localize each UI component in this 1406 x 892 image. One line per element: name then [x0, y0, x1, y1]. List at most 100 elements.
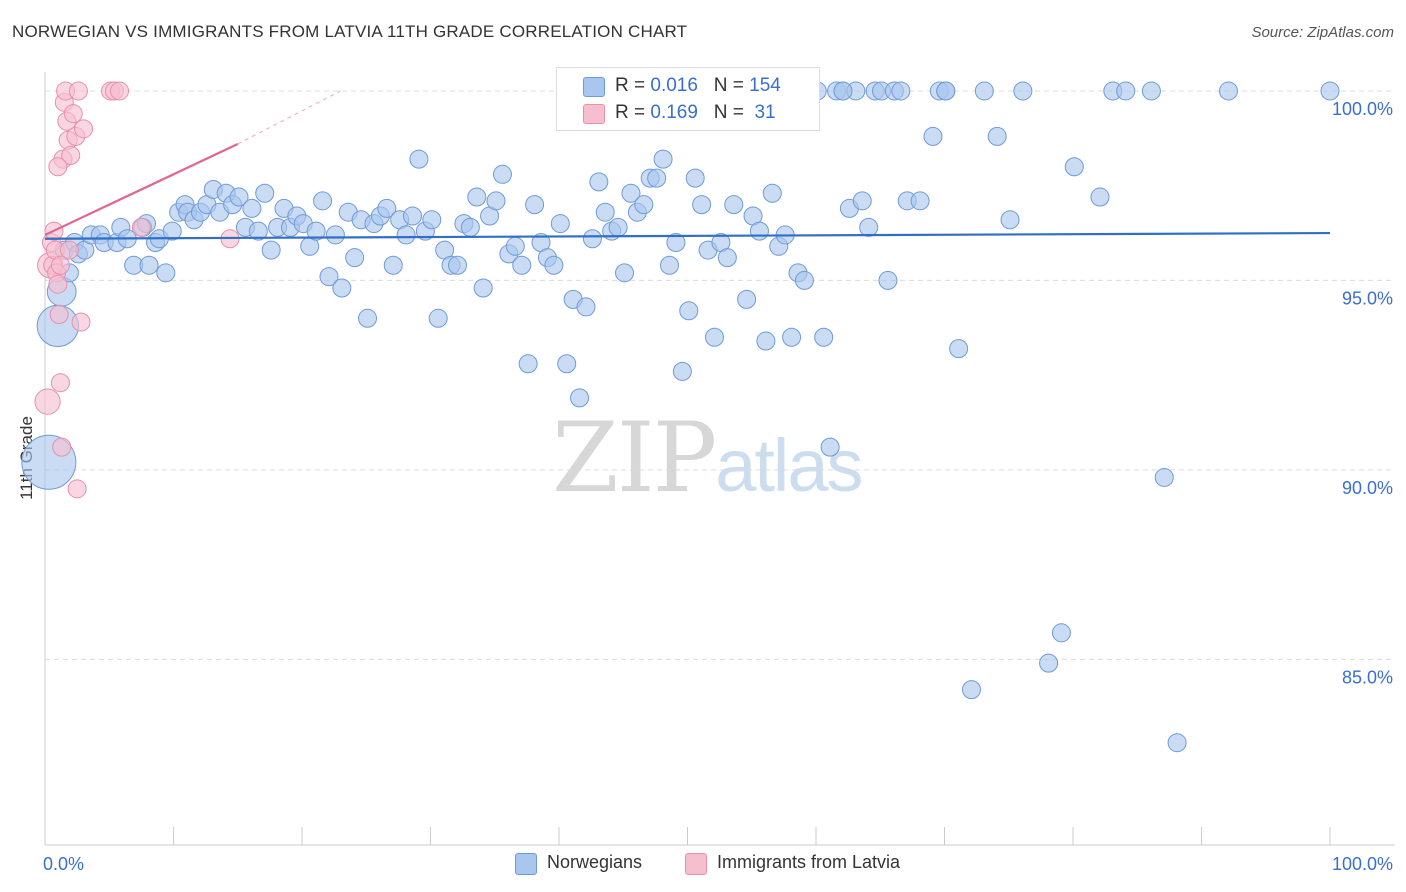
chart-title: NORWEGIAN VS IMMIGRANTS FROM LATVIA 11TH…: [12, 22, 688, 41]
norwegian-point: [653, 149, 673, 169]
norwegian-point: [325, 225, 345, 245]
norwegian-point: [891, 81, 911, 101]
norwegian-point: [550, 214, 570, 234]
latvia-point: [50, 255, 70, 275]
norwegian-point: [936, 81, 956, 101]
norwegian-point: [961, 680, 981, 700]
latvia-point: [48, 157, 68, 177]
norwegian-point: [833, 81, 853, 101]
r-value: 0.169: [650, 102, 698, 123]
norwegian-point: [749, 221, 769, 241]
norwegian-point: [1013, 81, 1033, 101]
norwegian-point: [974, 81, 994, 101]
norwegian-point: [428, 308, 448, 328]
latvia-point: [48, 274, 68, 294]
latvia-legend-label: Immigrants from Latvia: [717, 852, 901, 872]
r-label: R =: [615, 102, 646, 123]
norwegian-point: [595, 202, 615, 222]
n-label: N =: [713, 102, 744, 123]
norwegian-point: [162, 221, 182, 241]
n-label: N =: [713, 75, 744, 96]
norwegian-point: [910, 191, 930, 211]
latvia-point: [59, 240, 79, 260]
norwegian-point: [467, 187, 487, 207]
norwegian-point: [685, 168, 705, 188]
y-tick-label: 85.0%: [1342, 667, 1393, 687]
norwegian-point: [615, 263, 635, 283]
norwegian-point: [544, 255, 564, 275]
norwegian-point: [403, 206, 423, 226]
y-tick-label: 95.0%: [1342, 288, 1393, 308]
latvia-point: [110, 81, 130, 101]
norwegian-point: [589, 172, 609, 192]
latvia-point: [131, 217, 151, 237]
norwegian-point: [570, 388, 590, 408]
norwegian-point: [1218, 81, 1238, 101]
norwegian-point: [814, 327, 834, 347]
norwegians-trend-line: [44, 231, 1331, 240]
norwegians-swatch: [583, 77, 605, 97]
r-label: R =: [615, 75, 646, 96]
x-tick-label: 100.0%: [1332, 854, 1393, 874]
norwegian-point: [505, 236, 525, 256]
watermark-zip: ZIP: [552, 402, 717, 514]
norwegian-point: [486, 191, 506, 211]
norwegian-point: [704, 327, 724, 347]
norwegian-point: [666, 233, 686, 253]
latvia-series: [34, 81, 240, 499]
norwegian-point: [794, 270, 814, 290]
norwegian-point: [306, 221, 326, 241]
norwegian-point: [923, 126, 943, 146]
norwegian-point: [576, 297, 596, 317]
latvia-trend-extension: [237, 90, 341, 145]
norwegian-point: [557, 354, 577, 374]
norwegian-point: [1051, 623, 1071, 643]
norwegian-point: [621, 183, 641, 203]
norwegian-point: [255, 183, 275, 203]
norwegian-point: [1141, 81, 1161, 101]
norwegian-point: [473, 278, 493, 298]
latvia-legend-swatch: [685, 853, 707, 875]
norwegians-stats: R = 0.016 N = 154: [615, 75, 781, 97]
norwegian-point: [248, 221, 268, 241]
norwegian-point: [782, 327, 802, 347]
latvia-point: [71, 312, 91, 332]
watermark-atlas: atlas: [715, 424, 863, 507]
latvia-point: [52, 437, 72, 457]
norwegian-point: [518, 354, 538, 374]
norwegian-point: [717, 248, 737, 268]
stats-legend: R = 0.016 N = 154 R = 0.169 N = 31: [556, 67, 820, 131]
norwegian-point: [1116, 81, 1136, 101]
norwegian-point: [261, 240, 281, 260]
norwegian-point: [660, 255, 680, 275]
latvia-point: [74, 119, 94, 139]
norwegian-point: [525, 195, 545, 215]
norwegian-point: [987, 126, 1007, 146]
norwegian-point: [582, 229, 602, 249]
norwegian-point: [724, 195, 744, 215]
norwegian-point: [1167, 733, 1187, 753]
norwegian-point: [762, 183, 782, 203]
norwegian-point: [332, 278, 352, 298]
norwegian-point: [229, 187, 249, 207]
norwegians-legend-label: Norwegians: [547, 852, 643, 872]
norwegian-point: [358, 308, 378, 328]
latvia-swatch: [583, 104, 605, 124]
norwegian-point: [737, 289, 757, 309]
norwegian-point: [139, 255, 159, 275]
norwegian-point: [1320, 81, 1340, 101]
source-label: Source: ZipAtlas.com: [1251, 24, 1394, 41]
norwegian-point: [1064, 157, 1084, 177]
latvia-point: [68, 81, 88, 101]
norwegian-point: [492, 164, 512, 184]
norwegian-point: [647, 168, 667, 188]
watermark: ZIPatlas: [552, 402, 864, 514]
norwegian-point: [608, 217, 628, 237]
latvia-point: [63, 104, 83, 124]
norwegian-point: [1039, 653, 1059, 673]
norwegian-point: [859, 217, 879, 237]
norwegian-point: [422, 210, 442, 230]
y-tick-label: 90.0%: [1342, 478, 1393, 498]
norwegian-point: [409, 149, 429, 169]
